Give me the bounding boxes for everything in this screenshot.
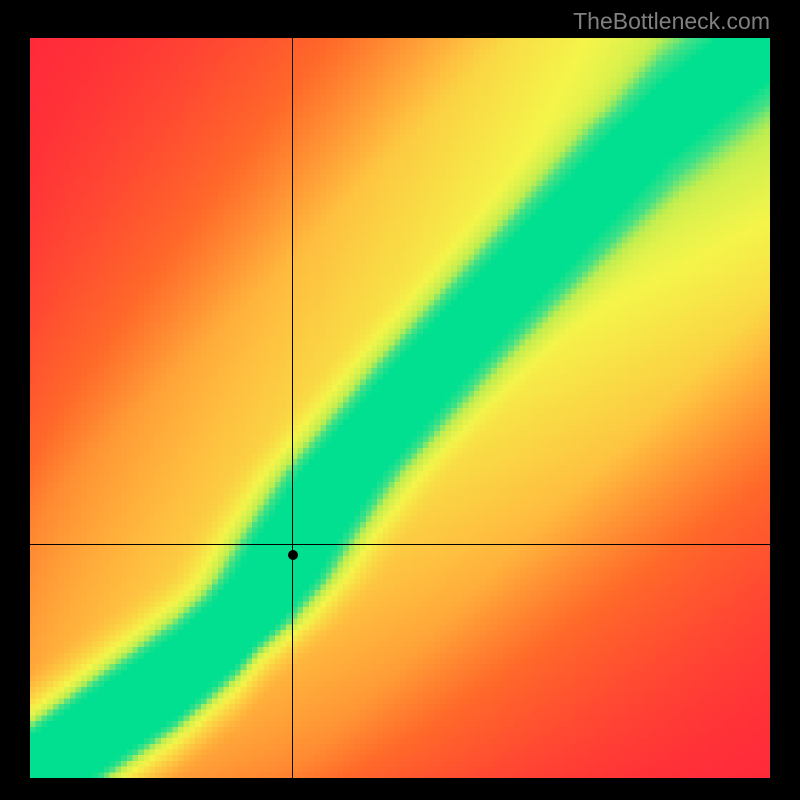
watermark-text: TheBottleneck.com xyxy=(573,8,770,35)
crosshair-vertical xyxy=(292,38,293,778)
marker-dot xyxy=(288,550,298,560)
chart-container: TheBottleneck.com xyxy=(0,0,800,800)
bottleneck-heatmap xyxy=(30,38,770,778)
crosshair-horizontal xyxy=(30,544,770,545)
